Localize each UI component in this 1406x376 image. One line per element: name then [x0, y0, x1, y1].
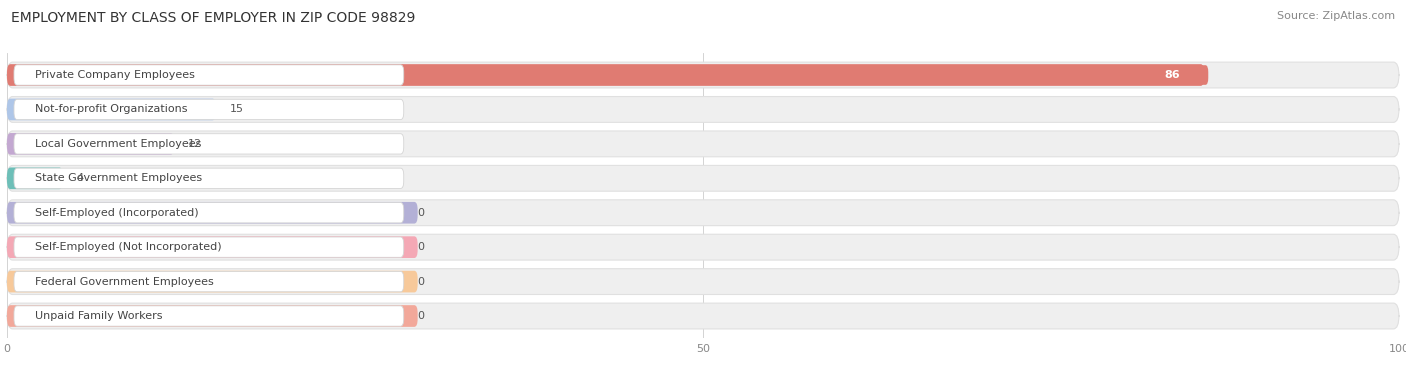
Text: 0: 0 [418, 277, 425, 287]
FancyBboxPatch shape [14, 65, 404, 85]
Text: 0: 0 [418, 242, 425, 252]
FancyBboxPatch shape [7, 99, 217, 120]
Text: 0: 0 [418, 208, 425, 218]
Text: 15: 15 [229, 105, 243, 114]
FancyBboxPatch shape [7, 62, 1399, 88]
Text: State Government Employees: State Government Employees [35, 173, 202, 183]
Text: Self-Employed (Incorporated): Self-Employed (Incorporated) [35, 208, 198, 218]
FancyBboxPatch shape [14, 168, 404, 188]
Text: 12: 12 [188, 139, 202, 149]
FancyBboxPatch shape [7, 131, 1399, 157]
FancyBboxPatch shape [7, 167, 63, 189]
FancyBboxPatch shape [7, 64, 1204, 86]
Text: Federal Government Employees: Federal Government Employees [35, 277, 214, 287]
FancyBboxPatch shape [7, 234, 1399, 260]
Text: 4: 4 [77, 173, 84, 183]
Text: 86: 86 [1164, 70, 1180, 80]
Text: Private Company Employees: Private Company Employees [35, 70, 195, 80]
FancyBboxPatch shape [1132, 65, 1208, 85]
Text: Source: ZipAtlas.com: Source: ZipAtlas.com [1277, 11, 1395, 21]
Text: Unpaid Family Workers: Unpaid Family Workers [35, 311, 162, 321]
FancyBboxPatch shape [14, 237, 404, 257]
Text: Local Government Employees: Local Government Employees [35, 139, 201, 149]
FancyBboxPatch shape [14, 271, 404, 292]
FancyBboxPatch shape [14, 99, 404, 120]
FancyBboxPatch shape [7, 303, 1399, 329]
Text: Self-Employed (Not Incorporated): Self-Employed (Not Incorporated) [35, 242, 222, 252]
FancyBboxPatch shape [14, 306, 404, 326]
Text: EMPLOYMENT BY CLASS OF EMPLOYER IN ZIP CODE 98829: EMPLOYMENT BY CLASS OF EMPLOYER IN ZIP C… [11, 11, 416, 25]
FancyBboxPatch shape [7, 200, 1399, 226]
FancyBboxPatch shape [7, 97, 1399, 122]
Text: 0: 0 [418, 311, 425, 321]
FancyBboxPatch shape [7, 237, 418, 258]
FancyBboxPatch shape [7, 269, 1399, 294]
FancyBboxPatch shape [14, 134, 404, 154]
Text: Not-for-profit Organizations: Not-for-profit Organizations [35, 105, 187, 114]
FancyBboxPatch shape [7, 305, 418, 327]
FancyBboxPatch shape [7, 202, 418, 224]
FancyBboxPatch shape [7, 271, 418, 293]
FancyBboxPatch shape [14, 203, 404, 223]
FancyBboxPatch shape [7, 133, 174, 155]
FancyBboxPatch shape [7, 165, 1399, 191]
